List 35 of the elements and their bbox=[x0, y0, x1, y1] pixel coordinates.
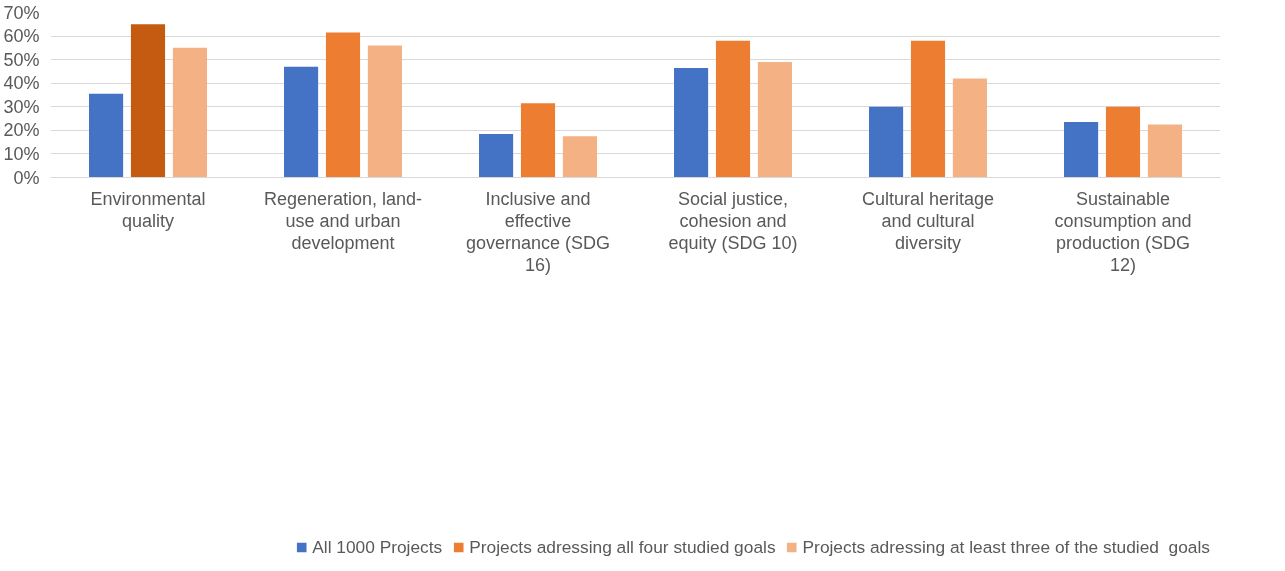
bar bbox=[172, 47, 207, 178]
x-tick-label: Regeneration, land- use and urban development bbox=[263, 188, 423, 253]
y-tick-label: 20% bbox=[3, 120, 40, 141]
bar bbox=[1064, 122, 1099, 178]
bar bbox=[757, 62, 792, 178]
x-tick-label: Social justice, cohesion and equity (SDG 10) bbox=[668, 188, 798, 253]
y-tick-label: 60% bbox=[3, 26, 40, 47]
bar bbox=[479, 133, 514, 178]
bar bbox=[284, 66, 319, 178]
y-tick-label: 0% bbox=[13, 167, 40, 188]
x-tick-label: Cultural heritage and cultural diversity bbox=[861, 188, 995, 253]
x-tick-label: Environmental quality bbox=[90, 188, 206, 231]
y-tick-label: 30% bbox=[3, 96, 40, 117]
bar bbox=[130, 24, 166, 178]
bar bbox=[715, 40, 751, 178]
bar bbox=[1105, 106, 1141, 178]
legend-label: All 1000 Projects bbox=[312, 536, 443, 558]
y-tick-label: 10% bbox=[3, 143, 40, 164]
bar bbox=[367, 45, 402, 178]
bar bbox=[325, 32, 361, 178]
bar bbox=[869, 106, 904, 178]
y-tick-label: 70% bbox=[3, 2, 40, 23]
legend-label: Projects adressing all four studied goals bbox=[469, 536, 776, 558]
bar bbox=[952, 78, 987, 178]
bar bbox=[1147, 124, 1182, 178]
x-tick-label: Sustainable consumption and production (SDG 12) bbox=[1054, 188, 1192, 275]
bar bbox=[89, 93, 124, 178]
bar bbox=[674, 67, 709, 178]
y-tick-label: 40% bbox=[3, 73, 40, 94]
y-tick-label: 50% bbox=[3, 49, 40, 70]
x-tick-label: Inclusive and effective governance (SDG 16) bbox=[465, 188, 611, 275]
bar bbox=[562, 136, 597, 178]
legend-label: Projects adressing at least three of the studied goals bbox=[802, 536, 1210, 558]
bar bbox=[910, 40, 946, 178]
bar bbox=[520, 103, 556, 178]
